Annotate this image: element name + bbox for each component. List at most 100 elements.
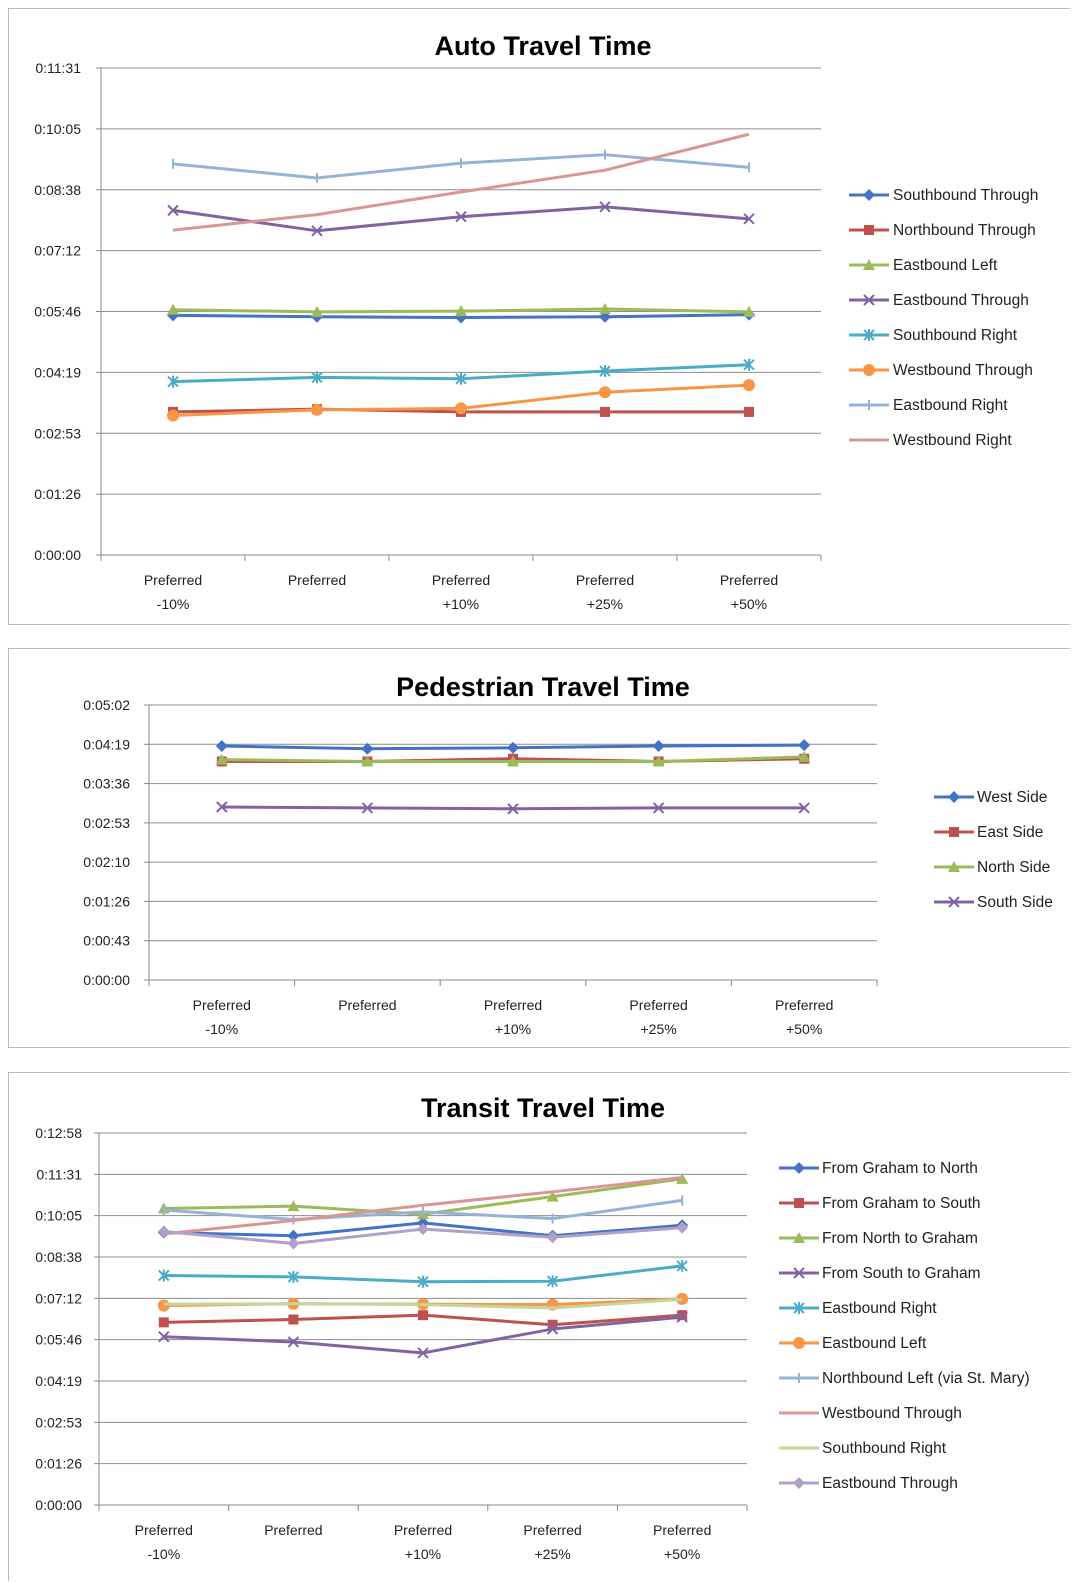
x-tick-label: Preferred [629,997,687,1013]
y-tick-label: 0:07:12 [35,1290,82,1306]
legend-label: Eastbound Left [822,1335,927,1352]
legend-item: North Side [934,859,1050,876]
x-tick-label: +25% [640,1021,676,1037]
data-point [507,803,519,815]
legend-item: Eastbound Through [849,292,1029,309]
series-line [172,132,750,232]
data-point [599,303,611,315]
x-tick-label: Preferred [288,572,346,588]
data-point [743,213,755,225]
x-tick-label: -10% [157,596,190,612]
data-point [361,742,374,755]
legend-label: Westbound Right [893,432,1012,449]
legend-label: Eastbound Through [822,1475,958,1492]
pedestrian-travel-time-chart: Pedestrian Travel Time 0:00:00 0:00:43 0:01… [83,672,1053,1037]
legend-marker [863,259,875,270]
data-point [455,402,467,415]
legend-label: East Side [977,824,1043,841]
data-point [652,755,665,767]
y-tick-label: 0:10:05 [34,121,81,137]
x-tick-label: +10% [443,596,479,612]
data-point [455,211,467,223]
chart-panel-auto: Auto Travel Time 0:00:00 0:01:26 0:02:53 0:0… [8,8,1070,625]
legend-marker [948,896,960,908]
x-tick-label: Preferred [264,1522,322,1538]
legend-item: Southbound Right [849,327,1018,344]
series-eastbound-left [167,303,755,317]
data-point [157,1225,170,1238]
legend-marker [948,791,960,803]
y-tick-label: 0:00:00 [35,1497,82,1513]
series-eastbound-left [157,1292,689,1312]
data-point [599,365,611,378]
series-west-side [215,739,811,755]
data-point [798,739,811,752]
legend-marker [949,827,959,837]
y-tick-label: 0:02:53 [34,425,81,441]
legend-label: From North to Graham [822,1230,978,1247]
legend-label: From Graham to North [822,1160,978,1177]
series-southbound-right [167,358,755,388]
y-tick-label: 0:11:31 [36,1166,82,1182]
series-westbound-right [172,132,750,232]
series-line [172,205,750,233]
legend-marker [864,225,874,235]
data-point [652,739,665,752]
data-point [600,406,610,417]
legend-label: Southbound Through [893,187,1038,204]
data-point [507,741,519,754]
data-point [361,755,374,767]
legend-label: Northbound Through [893,222,1036,239]
legend-label: Westbound Through [822,1405,962,1422]
data-point [158,1269,170,1282]
series-south-side [216,801,810,815]
series-line [163,1297,683,1310]
legend-item: Southbound Right [779,1440,947,1457]
y-tick-label: 0:04:19 [34,364,81,380]
data-point [167,375,179,388]
data-point [216,801,228,813]
data-point [507,755,519,767]
chart-panel-pedestrian: Pedestrian Travel Time 0:00:00 0:00:43 0:01… [8,648,1070,1048]
data-point [743,305,755,317]
y-tick-label: 0:12:58 [35,1125,82,1141]
legend-marker [863,189,875,201]
series-eastbound-through [167,201,755,237]
data-point [599,201,611,213]
x-tick-label: Preferred [523,1522,581,1538]
legend-label: Southbound Right [893,327,1018,344]
data-point [288,1314,299,1325]
legend-item: West Side [934,789,1047,806]
y-tick-label: 0:02:53 [83,815,130,831]
legend-label: Eastbound Right [822,1300,937,1317]
legend-marker [793,1302,805,1314]
data-point [546,1275,559,1288]
y-tick-label: 0:01:26 [83,893,130,909]
legend: West Side East Side North Side South Side [934,789,1053,911]
legend-item: Northbound Through [849,222,1036,239]
data-point [158,1330,170,1343]
chart-panel-transit: Transit Travel Time 0:00:00 0:01:26 0:02:53… [8,1072,1070,1581]
data-point [455,305,467,317]
data-point [215,739,228,752]
data-point [743,358,755,371]
legend-item: South Side [934,894,1053,911]
y-tick-label: 0:02:10 [83,854,130,870]
data-point [676,1259,688,1272]
legend-item: Eastbound Left [779,1335,927,1352]
legend-label: Westbound Through [893,362,1033,379]
x-tick-label: +25% [534,1546,570,1562]
legend-item: Westbound Right [849,432,1012,449]
series-line [163,1315,683,1355]
data-point [417,1216,429,1229]
x-tick-label: -10% [147,1546,180,1562]
data-point [676,1221,689,1234]
data-point [455,372,467,385]
y-tick-label: 0:00:00 [34,547,81,563]
y-tick-label: 0:04:19 [35,1373,82,1389]
series-southbound-right [163,1297,683,1310]
data-point [417,1347,429,1359]
legend-marker [793,1267,805,1279]
legend-label: West Side [977,789,1047,806]
x-tick-label: +10% [405,1546,441,1562]
